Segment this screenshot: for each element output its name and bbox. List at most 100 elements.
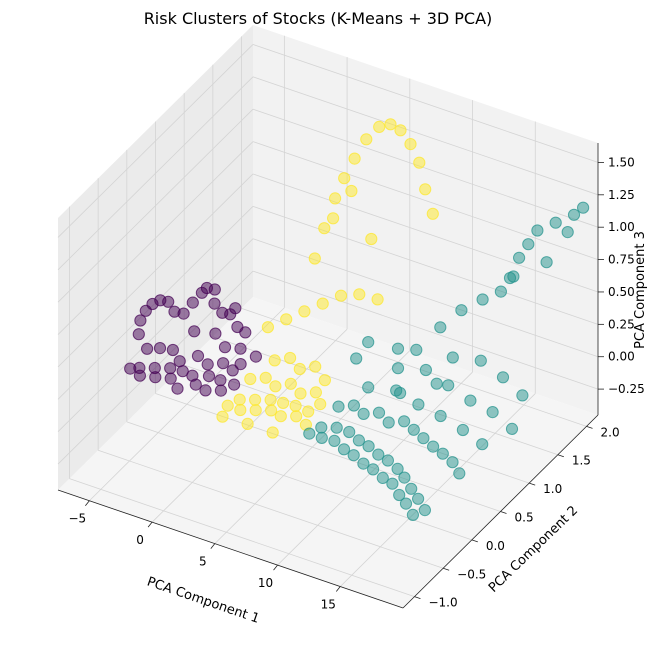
data-point <box>315 421 328 434</box>
grid-y-floor <box>155 393 501 512</box>
data-point <box>266 426 279 439</box>
data-point <box>362 381 375 394</box>
data-point <box>318 222 331 235</box>
data-point <box>372 406 386 419</box>
grid-z-back <box>252 270 599 390</box>
data-point <box>216 306 229 319</box>
data-point <box>398 471 411 484</box>
y-tick-label: −0.5 <box>457 567 486 581</box>
data-point <box>314 398 327 411</box>
data-point <box>343 425 356 439</box>
data-point <box>309 360 322 373</box>
data-point <box>386 477 399 490</box>
x-tick-mark <box>147 521 153 528</box>
x-tick-label: 15 <box>321 598 336 612</box>
x-tick-mark <box>335 586 341 592</box>
data-point <box>294 387 307 400</box>
data-point <box>455 304 468 317</box>
data-point <box>362 336 375 349</box>
data-point <box>164 372 177 385</box>
data-point <box>249 404 262 417</box>
grid-z-left <box>57 76 254 271</box>
z-tick-label: 0.75 <box>608 253 635 267</box>
data-point <box>382 416 395 429</box>
data-point <box>274 410 287 423</box>
data-point <box>456 423 469 437</box>
data-point <box>315 431 328 444</box>
grid-z-left <box>57 108 254 303</box>
data-point <box>289 399 302 412</box>
data-point <box>244 372 257 386</box>
data-point <box>345 184 358 198</box>
y-tick-label: 1.0 <box>543 482 562 496</box>
data-point <box>141 342 154 355</box>
data-point <box>259 371 272 384</box>
data-point <box>293 362 306 376</box>
y-tick-mark <box>471 539 478 543</box>
z-tick-label: 0.50 <box>608 285 635 299</box>
data-point <box>394 124 407 137</box>
data-point <box>265 404 278 417</box>
data-point <box>249 393 262 406</box>
data-point <box>357 457 370 470</box>
grid-y-floor <box>69 478 415 598</box>
data-point <box>228 378 241 391</box>
data-point <box>446 456 459 469</box>
data-point <box>353 288 366 301</box>
y-tick-mark <box>443 567 450 571</box>
data-point <box>214 374 227 387</box>
x-tick-mark <box>85 500 90 506</box>
data-point <box>507 270 520 283</box>
data-point <box>338 172 351 185</box>
data-point <box>231 320 244 334</box>
data-point <box>381 454 394 467</box>
data-point <box>171 382 184 395</box>
data-point <box>494 285 507 298</box>
data-point <box>149 371 162 384</box>
data-point <box>434 321 447 334</box>
pane-back <box>253 25 598 415</box>
data-point <box>332 400 345 413</box>
data-point <box>186 296 199 309</box>
data-point <box>134 314 147 327</box>
data-point <box>394 386 407 400</box>
data-point <box>241 417 254 430</box>
grid-z-left <box>57 238 254 432</box>
data-point <box>221 399 234 412</box>
data-point <box>139 304 152 317</box>
data-point <box>486 406 499 419</box>
data-point <box>531 224 544 237</box>
data-point <box>391 462 404 475</box>
data-point <box>474 354 487 367</box>
grid-z-left <box>57 44 254 238</box>
x-tick-label: −5 <box>69 512 87 526</box>
grid-y-floor <box>184 364 530 484</box>
data-point <box>360 133 373 146</box>
data-point <box>516 389 529 402</box>
data-point <box>540 256 553 269</box>
grid-z-back <box>252 76 599 196</box>
z-tick-label: 1.25 <box>608 188 635 202</box>
data-point <box>249 350 262 363</box>
x-tick-label: 10 <box>258 576 273 590</box>
data-point <box>453 467 466 480</box>
data-point <box>284 351 297 365</box>
data-point <box>316 297 329 310</box>
data-point <box>268 354 281 367</box>
data-point <box>199 384 212 397</box>
x-axis-label: PCA Component 1 <box>145 575 261 627</box>
x-tick-label: 0 <box>136 533 144 547</box>
chart-title: Risk Clusters of Stocks (K-Means + 3D PC… <box>144 9 493 28</box>
data-point <box>522 238 535 251</box>
data-point <box>373 120 386 134</box>
data-point <box>410 343 423 356</box>
grid-z-left <box>57 173 254 368</box>
data-point <box>419 363 432 377</box>
data-point <box>549 216 562 229</box>
data-point <box>505 422 519 435</box>
data-point <box>277 396 290 409</box>
data-point <box>264 393 277 406</box>
grid-z-back <box>252 205 599 325</box>
x-axis-line <box>57 489 404 609</box>
data-point <box>214 384 227 397</box>
